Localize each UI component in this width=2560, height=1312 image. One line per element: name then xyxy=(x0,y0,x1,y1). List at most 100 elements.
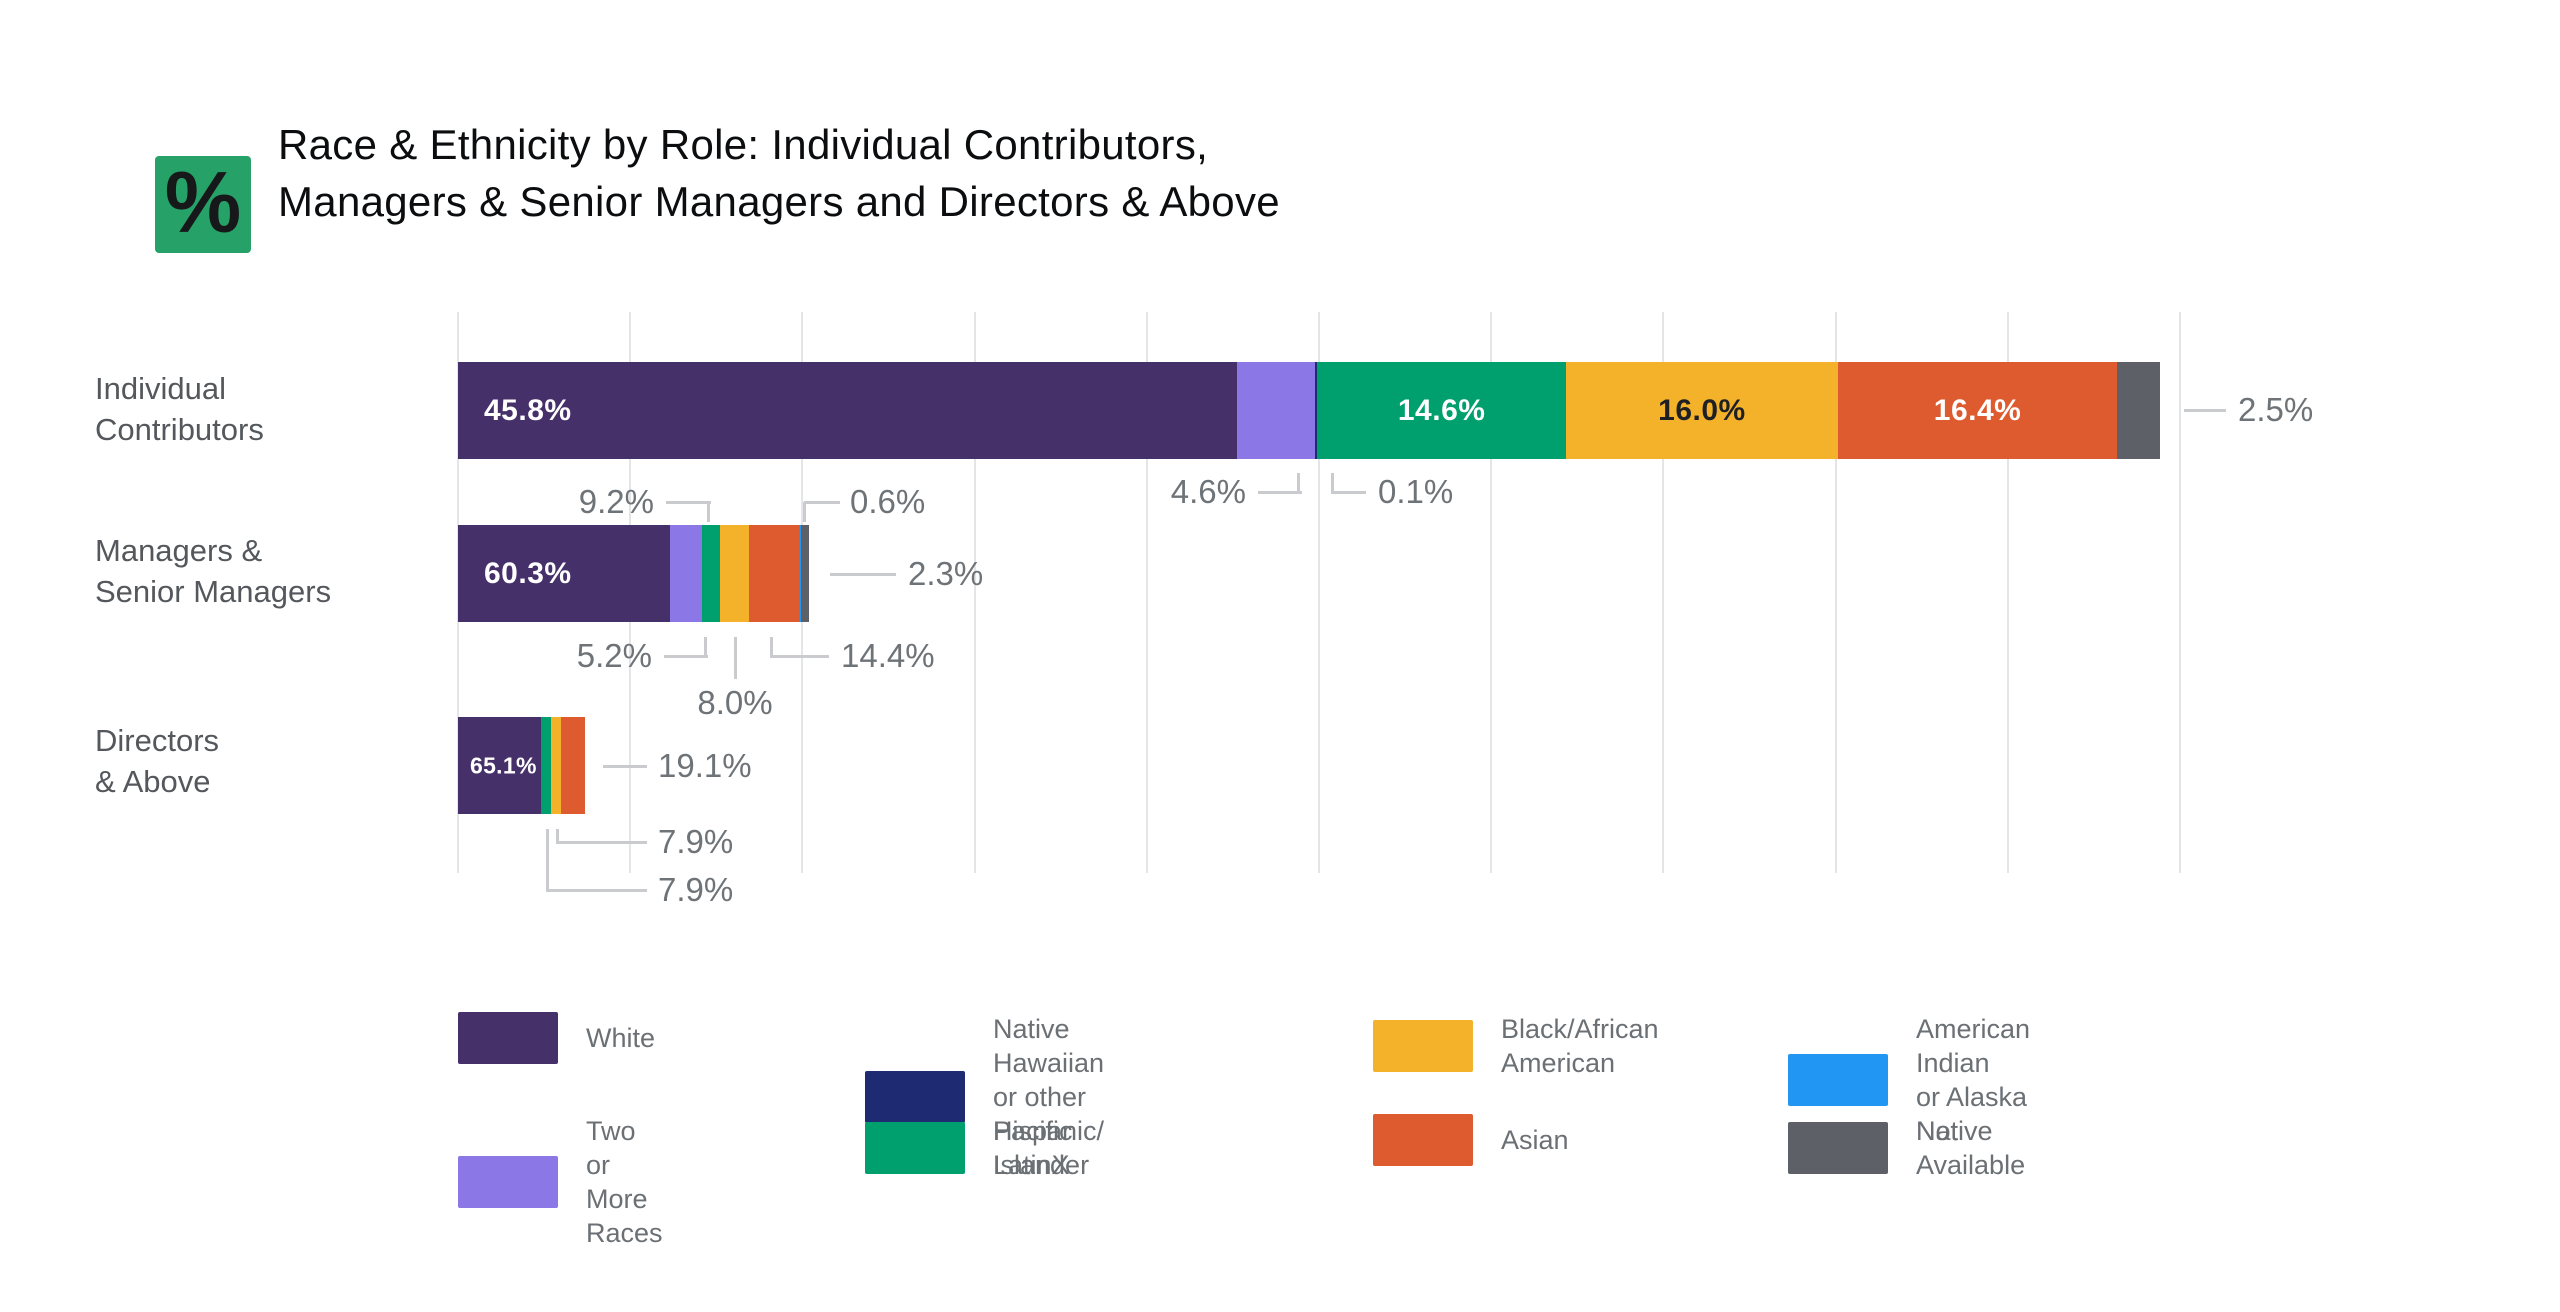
legend-label-line: White xyxy=(586,1023,656,1053)
callout-d-hispanic-line xyxy=(545,829,549,892)
callout-m-not-available-label: 2.3% xyxy=(908,555,984,592)
legend-label-line: Available xyxy=(1916,1150,2026,1180)
legend-item-not_available: Not Available xyxy=(1788,1114,2025,1182)
legend-swatch-asian xyxy=(1373,1114,1473,1166)
callout-ic-two-or-more-label: 4.6% xyxy=(1170,473,1246,510)
gridline xyxy=(1834,312,1837,873)
callout-ic-native-hawaiian-line xyxy=(1330,473,1334,494)
legend-item-two_or_more: Two or More Races xyxy=(458,1114,663,1250)
logo: % xyxy=(155,156,251,253)
legend-label: Black/African American xyxy=(1501,1012,1659,1080)
legend-swatch-native_hawaiian xyxy=(865,1071,965,1123)
callout-ic-not-available-line xyxy=(2184,408,2226,412)
legend-label: Not Available xyxy=(1916,1114,2025,1182)
bar-segment-american_indian xyxy=(799,525,802,622)
callout-d-hispanic-label: 7.9% xyxy=(658,871,734,908)
bar-segment-white: 60.3% xyxy=(458,525,670,622)
callout-m-asian-label: 14.4% xyxy=(841,637,935,674)
bar-segment-label: 45.8% xyxy=(484,393,572,427)
callout-m-hispanic-label: 5.2% xyxy=(576,637,652,674)
legend-item-black_african_american: Black/African American xyxy=(1373,1012,1659,1080)
page-title: Race & Ethnicity by Role: Individual Con… xyxy=(278,116,1280,230)
bar-segment-hispanic_latinx xyxy=(540,717,552,814)
bar-segment-label: 65.1% xyxy=(470,752,537,778)
legend-swatch-white xyxy=(458,1012,558,1064)
bar-segment-asian: 16.4% xyxy=(1838,362,2118,459)
callout-ic-two-or-more-line xyxy=(1296,473,1300,494)
bar-segment-label: 14.6% xyxy=(1397,393,1486,427)
bar-segment-hispanic_latinx xyxy=(702,525,721,622)
legend-item-white: White xyxy=(458,1012,655,1064)
legend-label: White xyxy=(586,1021,655,1055)
callout-d-asian-label: 19.1% xyxy=(658,747,752,784)
row-label-line: Managers & xyxy=(95,533,263,568)
gridline xyxy=(2006,312,2009,873)
row-label-line: Senior Managers xyxy=(95,574,332,609)
legend-item-asian: Asian xyxy=(1373,1114,1569,1166)
callout-m-asian-line xyxy=(771,654,829,658)
callout-ic-two-or-more-line xyxy=(1258,490,1302,494)
legend-label-line: Native Hawaiian or other xyxy=(993,1014,1105,1112)
legend-label-line: American Indian xyxy=(1916,1014,2031,1078)
percent-logo-icon: % xyxy=(164,154,242,251)
callout-m-asian-line xyxy=(769,637,773,658)
callout-ic-native-hawaiian-line xyxy=(1332,490,1366,494)
legend-label-line: Races xyxy=(586,1218,663,1248)
legend-label-line: or Alaska Native xyxy=(1916,1082,2028,1146)
row-label-line: & Above xyxy=(95,764,211,799)
legend-item-native_hawaiian: Native Hawaiian or other Pacific Islander xyxy=(865,1012,1104,1182)
row-label-individual-contributors: Individual Contributors xyxy=(95,368,264,450)
callout-d-black-label: 7.9% xyxy=(658,823,734,860)
legend-swatch-not_available xyxy=(1788,1122,1888,1174)
legend-label-line: Asian xyxy=(1501,1125,1569,1155)
callout-m-two-or-more-line xyxy=(666,500,711,504)
bar-segment-label: 60.3% xyxy=(484,556,572,590)
legend-label-line: Black/African xyxy=(1501,1014,1659,1044)
row-label-directors-above: Directors & Above xyxy=(95,720,219,802)
callout-m-black-label: 8.0% xyxy=(697,684,773,721)
legend-swatch-american_indian xyxy=(1788,1054,1888,1106)
row-label-line: Directors xyxy=(95,723,220,758)
bar-individual-contributors: 45.8% 14.6% 16.0% 16.4% xyxy=(458,362,2160,459)
page-title-line-2: Managers & Senior Managers and Directors… xyxy=(278,178,1280,225)
bar-segment-asian xyxy=(748,525,800,622)
callout-m-american-indian-line xyxy=(804,500,840,504)
bar-segment-label: 16.0% xyxy=(1658,393,1746,427)
gridline xyxy=(1318,312,1320,873)
bar-segment-two_or_more xyxy=(669,525,703,622)
bar-segment-two_or_more xyxy=(1237,362,1316,459)
legend-label-line: LatinX xyxy=(993,1150,1070,1180)
callout-m-american-indian-line xyxy=(802,502,806,522)
legend-label-line: Pacific Islander xyxy=(993,1116,1090,1180)
callout-d-black-line xyxy=(557,840,647,844)
callout-ic-not-available-label: 2.5% xyxy=(2238,391,2314,428)
callout-m-american-indian-label: 0.6% xyxy=(850,483,926,520)
callout-ic-native-hawaiian-label: 0.1% xyxy=(1378,473,1454,510)
legend-label-line: Not xyxy=(1916,1116,1959,1146)
bar-segment-white: 45.8% xyxy=(458,362,1238,459)
legend-swatch-black_african_american xyxy=(1373,1020,1473,1072)
callout-m-not-available-line xyxy=(830,572,896,576)
page-title-line-1: Race & Ethnicity by Role: Individual Con… xyxy=(278,121,1209,168)
bar-directors-above: 65.1% xyxy=(458,717,586,814)
bar-segment-not_available xyxy=(2117,362,2160,459)
row-label-managers-senior-managers: Managers & Senior Managers xyxy=(95,530,331,612)
row-label-line: Individual xyxy=(95,371,226,406)
callout-m-black-line xyxy=(733,637,737,679)
gridline xyxy=(1490,312,1493,873)
gridline xyxy=(2179,312,2181,873)
bar-segment-black_african_american xyxy=(551,717,562,814)
callout-m-two-or-more-label: 9.2% xyxy=(578,483,654,520)
callout-d-hispanic-line xyxy=(547,888,647,892)
bar-segment-white: 65.1% xyxy=(458,717,541,814)
callout-m-hispanic-line xyxy=(664,654,708,658)
legend-item-american_indian: American Indian or Alaska Native xyxy=(1788,1012,2030,1148)
callout-d-asian-line xyxy=(603,764,647,768)
bar-segment-not_available xyxy=(801,525,810,622)
callout-d-black-line xyxy=(555,829,559,844)
bar-segment-black_african_american: 16.0% xyxy=(1565,362,1839,459)
legend-label-line: Two or More xyxy=(586,1116,648,1214)
bar-segment-native_hawaiian xyxy=(1315,362,1318,459)
legend-label: Hispanic/LatinX xyxy=(993,1114,1104,1182)
legend-label: Two or More Races xyxy=(586,1114,663,1250)
